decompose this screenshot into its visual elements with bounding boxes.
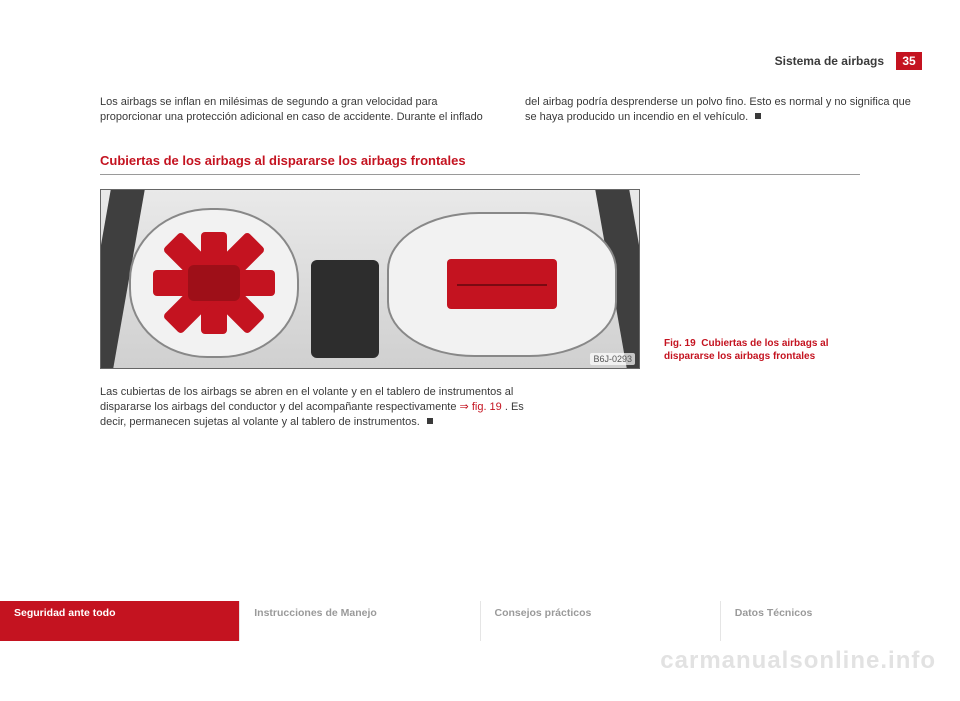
page-header: Sistema de airbags 35	[775, 52, 922, 70]
body-paragraph: Las cubiertas de los airbags se abren en…	[100, 385, 530, 431]
airbag-cover-seams-icon	[153, 232, 275, 334]
intro-right-span: del airbag podría desprenderse un polvo …	[525, 96, 911, 123]
intro-left-col: Los airbags se inflan en milésimas de se…	[100, 95, 495, 125]
section-header-title: Sistema de airbags	[775, 52, 896, 70]
intro-columns: Los airbags se inflan en milésimas de se…	[100, 95, 920, 125]
figure-id: B6J-0293	[590, 353, 635, 365]
passenger-airbag-cover-icon	[447, 259, 557, 309]
figure-caption: Fig. 19 Cubiertas de los airbags al disp…	[664, 337, 864, 369]
figure-19: B6J-0293	[100, 189, 640, 369]
figure-caption-prefix: Fig. 19	[664, 338, 696, 349]
tab-consejos[interactable]: Consejos prácticos	[480, 601, 720, 641]
page-number-badge: 35	[896, 52, 922, 70]
tab-instrucciones[interactable]: Instrucciones de Manejo	[239, 601, 479, 641]
body-p1a: Las cubiertas de los airbags se abren en…	[100, 386, 513, 413]
footer-nav-tabs: Seguridad ante todo Instrucciones de Man…	[0, 601, 960, 641]
section-title: Cubiertas de los airbags al dispararse l…	[100, 153, 860, 175]
figure-row: B6J-0293 Fig. 19 Cubiertas de los airbag…	[100, 189, 920, 369]
driver-airbag	[129, 208, 299, 358]
end-marker-icon	[755, 113, 761, 119]
manual-page: Sistema de airbags 35 Los airbags se inf…	[0, 0, 960, 701]
tab-seguridad[interactable]: Seguridad ante todo	[0, 601, 239, 641]
watermark: carmanualsonline.info	[660, 647, 936, 675]
intro-right-text: del airbag podría desprenderse un polvo …	[525, 95, 920, 125]
dashboard-illustration: B6J-0293	[101, 190, 639, 368]
figure-crossref: ⇒ fig. 19	[460, 401, 502, 413]
center-console	[311, 260, 379, 358]
passenger-airbag	[387, 212, 617, 357]
end-marker-icon	[427, 418, 433, 424]
tab-datos-tecnicos[interactable]: Datos Técnicos	[720, 601, 960, 641]
intro-left-text: Los airbags se inflan en milésimas de se…	[100, 95, 495, 125]
intro-right-col: del airbag podría desprenderse un polvo …	[525, 95, 920, 125]
